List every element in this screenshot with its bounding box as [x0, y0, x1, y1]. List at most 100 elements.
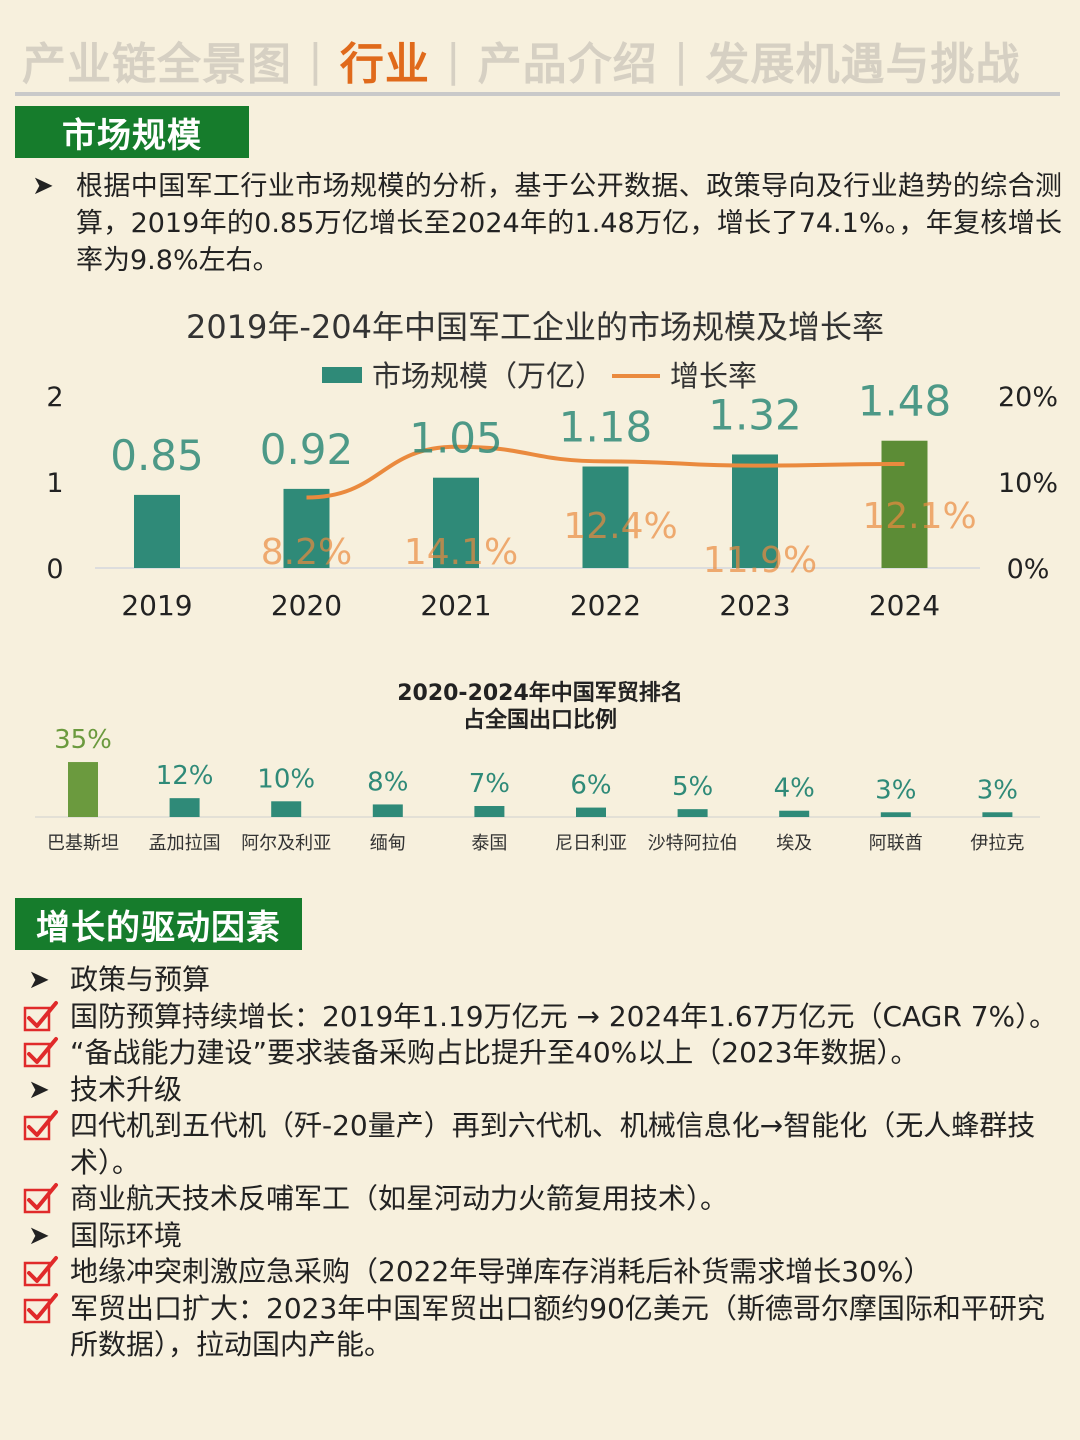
driver-text: 政策与预算 [70, 963, 211, 996]
x-tick-label: 阿联酋 [869, 833, 923, 854]
bar-export-share [982, 812, 1013, 817]
driver-category: ➤ 国际环境 [22, 1218, 1062, 1255]
data-label-market-size: 0.85 [110, 431, 204, 480]
data-label-growth-rate: 8.2% [261, 532, 352, 573]
bar-export-share [271, 801, 302, 817]
x-tick-label: 2023 [719, 589, 790, 622]
x-tick-label: 2024 [869, 589, 940, 622]
bar-market-size [134, 494, 180, 568]
driver-item: 商业航天技术反哺军工（如星河动力火箭复用技术）。 [22, 1181, 1062, 1218]
checkbox-checked-icon [22, 999, 62, 1035]
driver-text: “备战能力建设”要求装备采购占比提升至40%以上（2023年数据）。 [70, 1036, 919, 1069]
data-label-market-size: 0.92 [260, 425, 354, 474]
x-tick-label: 巴基斯坦 [47, 833, 119, 854]
section-title-growth-drivers: 增长的驱动因素 [15, 898, 302, 950]
driver-category: ➤ 技术升级 [22, 1072, 1062, 1109]
y-right-tick-label: 0% [1007, 554, 1050, 585]
data-label-growth-rate: 14.1% [404, 532, 518, 573]
bar-export-share [68, 762, 98, 817]
driver-text: 技术升级 [70, 1072, 183, 1106]
bar-export-share [576, 807, 606, 817]
nav-item-products[interactable]: 产品介绍 [477, 39, 658, 90]
x-tick-label: 2022 [570, 589, 641, 622]
data-label-export-share: 4% [774, 774, 815, 804]
data-label-market-size: 1.05 [409, 414, 503, 463]
nav-divider [15, 92, 1060, 96]
nav-separator: | [445, 34, 462, 86]
bar-market-size [433, 477, 479, 568]
bar-export-share [880, 812, 911, 817]
data-label-export-share: 6% [570, 771, 611, 801]
data-label-growth-rate: 11.9% [703, 540, 817, 581]
data-label-market-size: 1.18 [559, 403, 653, 452]
data-label-growth-rate: 12.1% [862, 496, 976, 537]
arrow-right-icon: ➤ [28, 1074, 50, 1105]
x-tick-label: 孟加拉国 [149, 833, 221, 854]
driver-item: “备战能力建设”要求装备采购占比提升至40%以上（2023年数据）。 [22, 1035, 1062, 1072]
chart-legend: 市场规模（万亿） 增长率 [322, 359, 757, 393]
bar-export-share [169, 798, 200, 817]
data-label-market-size: 1.48 [858, 377, 952, 426]
x-tick-label: 埃及 [776, 833, 812, 854]
y-right-tick-label: 20% [998, 382, 1058, 413]
driver-text: 国际环境 [70, 1218, 183, 1252]
data-label-market-size: 1.32 [708, 390, 802, 439]
driver-text: 国防预算持续增长：2019年1.19万亿元 → 2024年1.67万亿元（CAG… [70, 999, 1058, 1033]
x-tick-label: 缅甸 [370, 833, 406, 854]
data-label-export-share: 12% [156, 761, 214, 791]
x-tick-label: 沙特阿拉伯 [648, 833, 738, 854]
legend-label-line: 增长率 [670, 359, 757, 393]
arrow-right-icon: ➤ [28, 1220, 50, 1251]
y-left-tick-label: 0 [46, 554, 63, 585]
y-right-tick-label: 10% [998, 468, 1058, 499]
data-label-export-share: 10% [257, 764, 315, 794]
arms-export-chart: 2020-2024年中国军贸排名占全国出口比例 35% 巴基斯坦 12% 孟加拉国 10… [35, 680, 1040, 854]
nav-item-chain[interactable]: 产业链全景图 [22, 39, 292, 90]
chart-title-line: 2020-2024年中国军贸排名 [397, 680, 683, 706]
x-tick-label: 泰国 [471, 833, 507, 854]
line-growth-rate [306, 444, 905, 500]
bar-market-size [582, 466, 629, 568]
x-tick-label: 阿尔及利亚 [241, 833, 331, 854]
y-left-tick-label: 1 [46, 468, 63, 499]
y-left-tick-label: 2 [46, 382, 63, 413]
nav-separator: | [673, 34, 690, 86]
top-nav: 产业链全景图 | 行业 | 产品介绍 | 发展机遇与挑战 [22, 30, 1021, 91]
data-label-export-share: 5% [672, 772, 713, 802]
x-tick-label: 伊拉克 [970, 833, 1024, 854]
legend-swatch-bar [322, 367, 362, 383]
arrow-right-icon: ➤ [32, 171, 54, 201]
bar-market-size [732, 454, 778, 568]
data-label-export-share: 8% [367, 767, 408, 797]
data-label-export-share: 3% [977, 775, 1018, 805]
driver-text: 商业航天技术反哺军工（如星河动力火箭复用技术）。 [70, 1182, 729, 1215]
chart-title: 2020-2024年中国军贸排名占全国出口比例 [397, 680, 683, 733]
driver-text: 四代机到五代机（歼-20量产）再到六代机、机械信息化→智能化（无人蜂群技术）。 [70, 1109, 1036, 1179]
x-tick-label: 尼日利亚 [555, 833, 627, 854]
checkbox-checked-icon [22, 1181, 62, 1217]
driver-text: 军贸出口扩大：2023年中国军贸出口额约90亿美元（斯德哥尔摩国际和平研究所数据… [70, 1291, 1045, 1362]
driver-item: 军贸出口扩大：2023年中国军贸出口额约90亿美元（斯德哥尔摩国际和平研究所数据… [22, 1291, 1062, 1364]
x-tick-label: 2020 [271, 589, 342, 622]
arrow-right-icon: ➤ [28, 965, 50, 995]
x-tick-label: 2019 [121, 589, 192, 622]
nav-item-industry[interactable]: 行业 [339, 39, 430, 90]
data-label-export-share: 35% [54, 725, 112, 755]
chart-title: 2019年-204年中国军工企业的市场规模及增长率 [186, 308, 884, 346]
growth-drivers-list: ➤ 政策与预算 国防预算持续增长：2019年1.19万亿元 → 2024年1.67万… [22, 962, 1062, 1364]
driver-category: ➤ 政策与预算 [22, 962, 1062, 999]
chart-title-line: 占全国出口比例 [463, 707, 617, 733]
checkbox-checked-icon [22, 1108, 62, 1144]
data-label-growth-rate: 12.4% [563, 506, 677, 547]
bar-export-share [372, 804, 403, 817]
legend-label-bar: 市场规模（万亿） [372, 359, 604, 393]
driver-item: 国防预算持续增长：2019年1.19万亿元 → 2024年1.67万亿元（CAG… [22, 999, 1062, 1036]
nav-item-opportunities[interactable]: 发展机遇与挑战 [705, 39, 1021, 90]
bar-market-size [283, 488, 330, 568]
checkbox-checked-icon [22, 1254, 62, 1290]
data-label-export-share: 7% [469, 769, 510, 799]
bar-export-share [779, 810, 810, 817]
driver-item: 地缘冲突刺激应急采购（2022年导弹库存消耗后补货需求增长30%） [22, 1254, 1062, 1291]
bar-market-size [881, 440, 928, 568]
driver-item: 四代机到五代机（歼-20量产）再到六代机、机械信息化→智能化（无人蜂群技术）。 [22, 1108, 1062, 1181]
